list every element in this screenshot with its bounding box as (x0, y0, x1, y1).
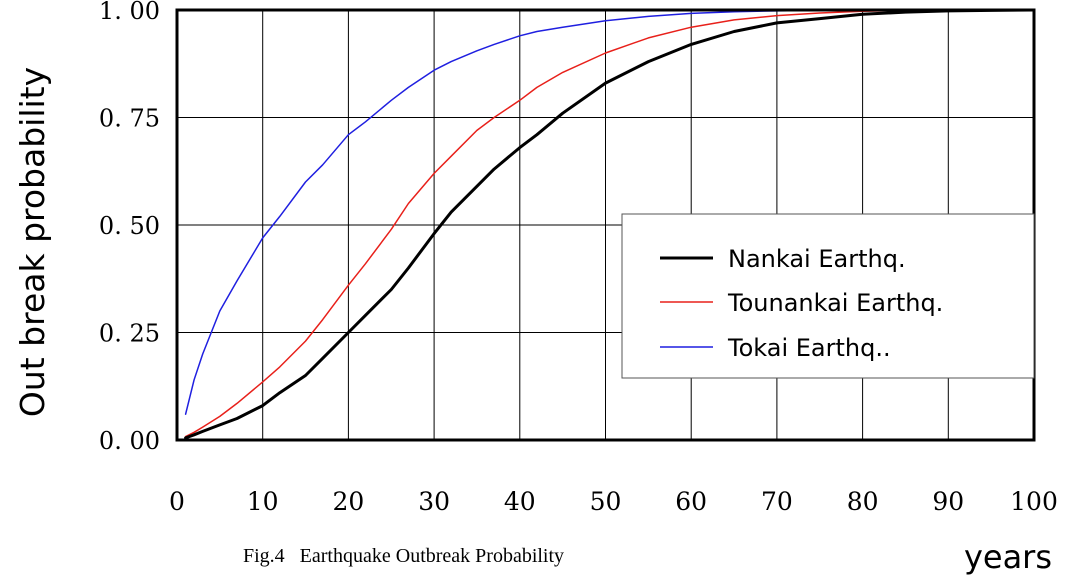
series-line-2 (184, 9, 1035, 438)
x-tick-label: 80 (847, 487, 879, 516)
legend-label: Tokai Earthq.. (727, 334, 891, 362)
x-tick-label: 30 (418, 487, 450, 516)
series-line-1 (184, 8, 1036, 440)
figure-caption: Fig.4 Earthquake Outbreak Probability (243, 545, 564, 567)
x-tick-label: 70 (761, 487, 793, 516)
x-axis-label: years (964, 538, 1052, 576)
x-tick-label: 50 (590, 487, 622, 516)
x-tick-label: 90 (932, 487, 964, 516)
x-tick-label: 10 (247, 487, 279, 516)
legend-box (621, 213, 1035, 379)
legend-label: Tounankai Earthq. (727, 289, 943, 317)
x-tick-label: 40 (504, 487, 536, 516)
y-axis-label: Out break probability (13, 67, 52, 417)
y-tick-label: 1. 00 (99, 0, 160, 25)
x-tick-label: 0 (169, 487, 185, 516)
y-tick-labels: 0. 00 0. 25 0. 50 0. 75 1. 00 (99, 0, 160, 455)
x-tick-labels: 0 10 20 30 40 50 60 70 80 90 100 (169, 487, 1058, 516)
x-tick-label: 20 (332, 487, 364, 516)
x-tick-label: 100 (1010, 487, 1058, 516)
legend-label: Nankai Earthq. (728, 245, 906, 273)
y-tick-label: 0. 25 (99, 320, 160, 348)
y-tick-label: 0. 50 (99, 212, 160, 240)
legend: Nankai Earthq. Tounankai Earthq. Tokai Ear… (621, 213, 1035, 379)
x-tick-label: 60 (675, 487, 707, 516)
y-tick-label: 0. 00 (99, 427, 160, 455)
y-tick-label: 0. 75 (99, 105, 160, 133)
